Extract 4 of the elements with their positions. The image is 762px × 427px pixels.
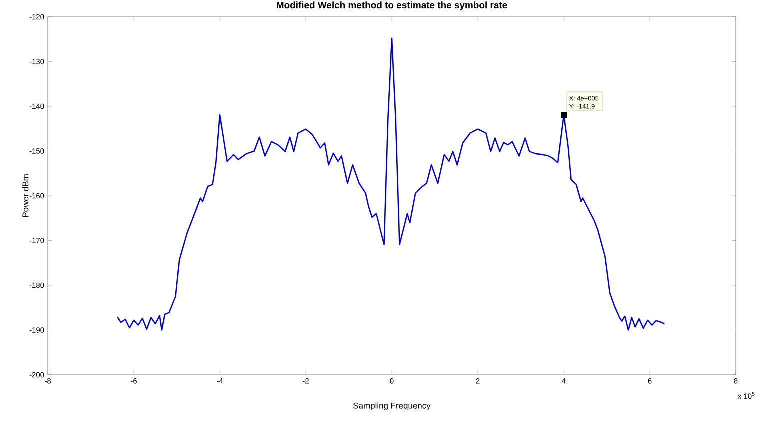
y-axis-title: Power dBm xyxy=(22,174,29,218)
line-series xyxy=(117,38,666,331)
chart-title: Modified Welch method to estimate the symbol rate xyxy=(277,2,508,11)
x-axis-title: Sampling Frequency xyxy=(354,402,431,411)
